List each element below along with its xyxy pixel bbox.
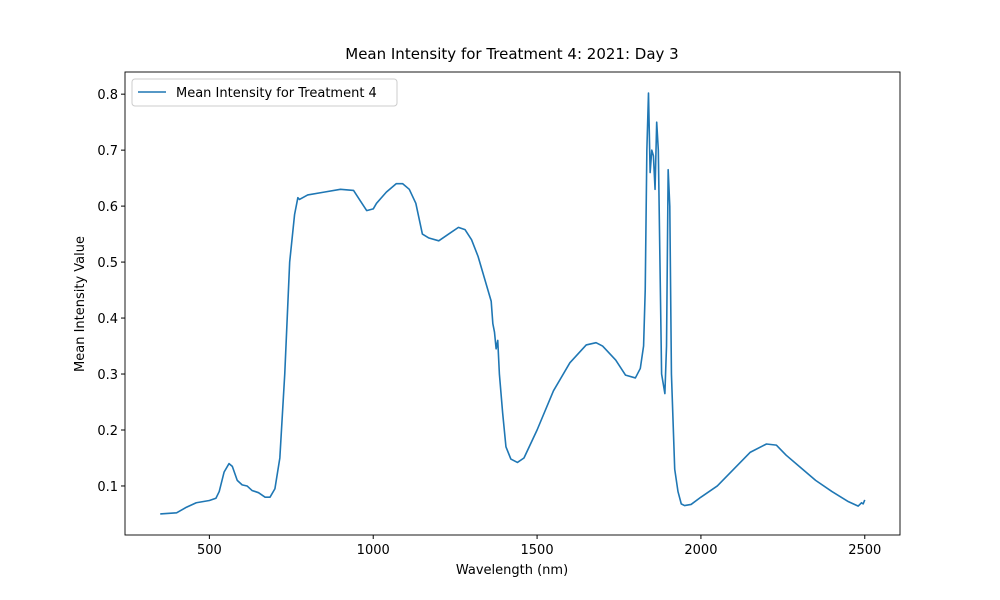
legend-label: Mean Intensity for Treatment 4 <box>176 86 377 101</box>
y-tick-label: 0.8 <box>97 88 118 103</box>
plot-frame <box>124 71 901 536</box>
x-tick-label: 2000 <box>684 543 717 558</box>
x-tick-label: 1500 <box>521 543 554 558</box>
data-line <box>160 92 866 515</box>
y-tick-label: 0.6 <box>97 200 118 215</box>
y-tick-label: 0.5 <box>97 256 118 271</box>
x-tick-label: 500 <box>197 543 222 558</box>
y-tick-label: 0.7 <box>97 144 118 159</box>
chart-title: Mean Intensity for Treatment 4: 2021: Da… <box>345 45 678 63</box>
y-tick-label: 0.2 <box>97 424 118 439</box>
y-axis-label: Mean Intensity Value <box>73 236 88 372</box>
x-axis-label: Wavelength (nm) <box>456 563 568 578</box>
legend-box <box>131 78 398 107</box>
y-tick-label: 0.4 <box>97 312 118 327</box>
legend: Mean Intensity for Treatment 4 <box>131 78 398 107</box>
y-tick-label: 0.3 <box>97 368 118 383</box>
x-tick-label: 2500 <box>848 543 881 558</box>
x-tick-label: 1000 <box>357 543 390 558</box>
y-tick-label: 0.1 <box>97 480 118 495</box>
